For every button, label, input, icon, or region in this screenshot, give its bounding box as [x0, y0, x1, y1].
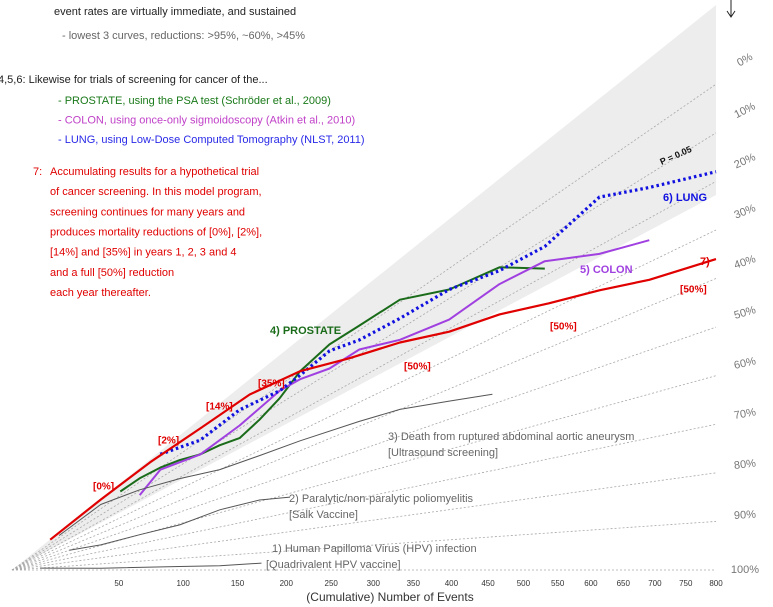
- x-tick-label: 700: [648, 579, 662, 588]
- reduction-label: 30%: [733, 202, 758, 221]
- cancer-item: - PROSTATE, using the PSA test (Schröder…: [58, 95, 331, 107]
- x-tick-label: 400: [445, 579, 459, 588]
- reduction-label: 10%: [732, 100, 757, 121]
- x-tick-label: 200: [280, 579, 294, 588]
- model-text: of cancer screening. In this model progr…: [50, 186, 262, 198]
- x-tick-label: 600: [584, 579, 598, 588]
- series-line: [159, 170, 717, 456]
- series-note: [Salk Vaccine]: [289, 509, 358, 521]
- model-text: screening continues for many years and: [50, 206, 245, 218]
- x-tick-label: 100: [177, 579, 191, 588]
- series-line: [40, 562, 262, 569]
- reduction-label: 70%: [733, 406, 757, 422]
- series-label: 2) Paralytic/non-paralytic poliomyelitis: [289, 493, 474, 505]
- x-tick-label: 650: [617, 579, 631, 588]
- x-tick-label: 250: [325, 579, 339, 588]
- series-note: [Ultrasound screening]: [388, 447, 498, 459]
- cancer-heading: 4,5,6: Likewise for trials of screening …: [0, 74, 268, 86]
- series-line: [119, 266, 545, 493]
- reduction-ray: [11, 278, 717, 571]
- reduction-ray: [11, 229, 717, 571]
- model-annotation: [0%]: [93, 482, 114, 493]
- model-number: 7:: [33, 166, 42, 178]
- model-annotation: [50%]: [550, 322, 577, 333]
- arrow-head: [726, 10, 736, 18]
- reduction-label: 100%: [731, 564, 759, 576]
- model-text: and a full [50%] reduction: [50, 267, 174, 279]
- reduction-label: 40%: [733, 253, 758, 272]
- model-text: [14%] and [35%] in years 1, 2, 3 and 4: [50, 247, 237, 259]
- x-tick-label: 500: [517, 579, 531, 588]
- reduction-label: 0%: [735, 51, 755, 69]
- intro-line: event rates are virtually immediate, and…: [54, 6, 296, 18]
- cancer-item: - LUNG, using Low-Dose Computed Tomograp…: [58, 134, 365, 146]
- x-axis-label: (Cumulative) Number of Events: [306, 590, 473, 604]
- reduction-label: 80%: [733, 457, 756, 472]
- x-tick-label: 300: [367, 579, 381, 588]
- series-label: 6) LUNG: [663, 192, 707, 204]
- x-tick-label: 150: [231, 579, 245, 588]
- reduction-ray: [11, 521, 717, 571]
- model-annotation: [35%]: [258, 379, 285, 390]
- series-label: 5) COLON: [580, 264, 633, 276]
- model-annotation: [50%]: [404, 362, 431, 373]
- series-line: [49, 258, 717, 541]
- model-annotation: [50%]: [680, 285, 707, 296]
- reduction-label: 20%: [732, 151, 757, 171]
- model-text: Accumulating results for a hypothetical …: [50, 166, 259, 178]
- model-text: produces mortality reductions of [0%], […: [50, 227, 262, 239]
- series-label: 3) Death from ruptured abdominal aortic …: [388, 431, 634, 443]
- x-tick-label: 750: [679, 579, 693, 588]
- reduction-label: 60%: [733, 355, 757, 372]
- x-tick-label: 350: [407, 579, 421, 588]
- model-annotation: [2%]: [158, 436, 179, 447]
- x-tick-label: 450: [481, 579, 495, 588]
- series-label: 4) PROSTATE: [270, 325, 341, 337]
- series-label: 7): [700, 256, 710, 268]
- model-annotation: [14%]: [206, 402, 233, 413]
- cancer-item: - COLON, using once-only sigmoidoscopy (…: [58, 114, 355, 126]
- series-note: [Quadrivalent HPV vaccine]: [266, 559, 401, 571]
- reduction-ray: [11, 326, 717, 571]
- reduction-ray: [11, 83, 717, 571]
- intro-line: - lowest 3 curves, reductions: >95%, ~60…: [62, 30, 305, 42]
- x-tick-label: 800: [709, 579, 723, 588]
- reduction-ray: [11, 472, 717, 571]
- reduction-label: 90%: [734, 509, 757, 522]
- series-line: [69, 496, 291, 551]
- series-label: 1) Human Papilloma Virus (HPV) infection: [272, 543, 477, 555]
- null-band: [12, 5, 716, 570]
- series-line: [58, 393, 493, 536]
- x-tick-label: 550: [551, 579, 565, 588]
- model-text: each year thereafter.: [50, 287, 151, 299]
- reduction-label: 50%: [733, 304, 758, 322]
- x-tick-label: 50: [114, 579, 123, 588]
